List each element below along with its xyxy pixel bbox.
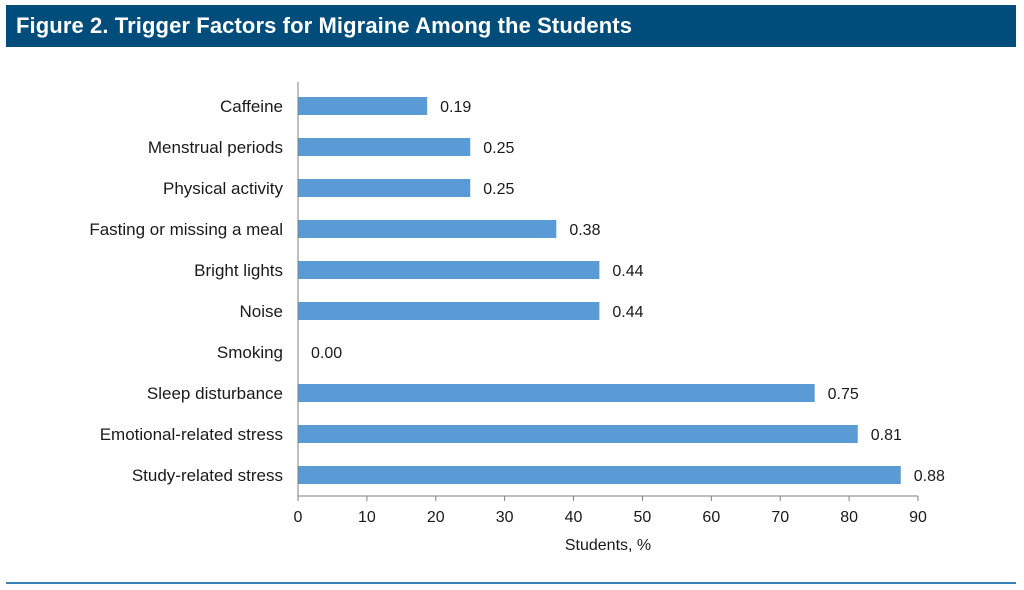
category-label: Bright lights xyxy=(194,261,283,280)
category-label: Noise xyxy=(240,302,283,321)
x-ticks-layer: 0 10 20 30 40 50 60 70 80 90 xyxy=(294,496,927,526)
x-tick-label: 20 xyxy=(427,509,445,526)
labels-layer: Caffeine 0.19 Menstrual periods 0.25 Physica… xyxy=(89,97,945,485)
x-tick-label: 50 xyxy=(634,509,652,526)
category-label: Caffeine xyxy=(220,97,283,116)
x-tick-label: 60 xyxy=(702,509,720,526)
bottom-rule xyxy=(6,582,1016,584)
bar xyxy=(298,302,600,320)
data-label: 0.44 xyxy=(612,304,643,321)
data-label: 0.25 xyxy=(483,181,514,198)
bars-layer xyxy=(298,97,901,484)
figure-title-bar: Figure 2. Trigger Factors for Migraine A… xyxy=(6,5,1016,47)
data-label: 0.25 xyxy=(483,140,514,157)
x-tick-label: 90 xyxy=(909,509,927,526)
x-tick-label: 80 xyxy=(840,509,858,526)
bar xyxy=(298,425,858,443)
bar xyxy=(298,138,471,156)
data-label: 0.88 xyxy=(914,468,945,485)
category-label: Sleep disturbance xyxy=(147,384,283,403)
x-tick-label: 30 xyxy=(496,509,514,526)
category-label: Smoking xyxy=(217,343,283,362)
data-label: 0.38 xyxy=(569,222,600,239)
x-axis-title: Students, % xyxy=(565,537,651,554)
category-label: Fasting or missing a meal xyxy=(89,220,283,239)
data-label: 0.00 xyxy=(311,345,342,362)
bar xyxy=(298,97,428,115)
bar xyxy=(298,261,600,279)
data-label: 0.44 xyxy=(612,263,643,280)
x-tick-label: 40 xyxy=(565,509,583,526)
x-tick-label: 70 xyxy=(771,509,789,526)
category-label: Menstrual periods xyxy=(148,138,283,157)
data-label: 0.75 xyxy=(828,386,859,403)
category-label: Study-related stress xyxy=(132,466,283,485)
x-tick-label: 10 xyxy=(358,509,376,526)
bar xyxy=(298,384,815,402)
category-label: Physical activity xyxy=(163,179,283,198)
bar xyxy=(298,220,557,238)
figure-title: Figure 2. Trigger Factors for Migraine A… xyxy=(16,13,633,38)
x-tick-label: 0 xyxy=(294,509,303,526)
data-label: 0.81 xyxy=(871,427,902,444)
data-label: 0.19 xyxy=(440,99,471,116)
bar xyxy=(298,179,471,197)
category-label: Emotional-related stress xyxy=(100,425,283,444)
bar xyxy=(298,466,901,484)
